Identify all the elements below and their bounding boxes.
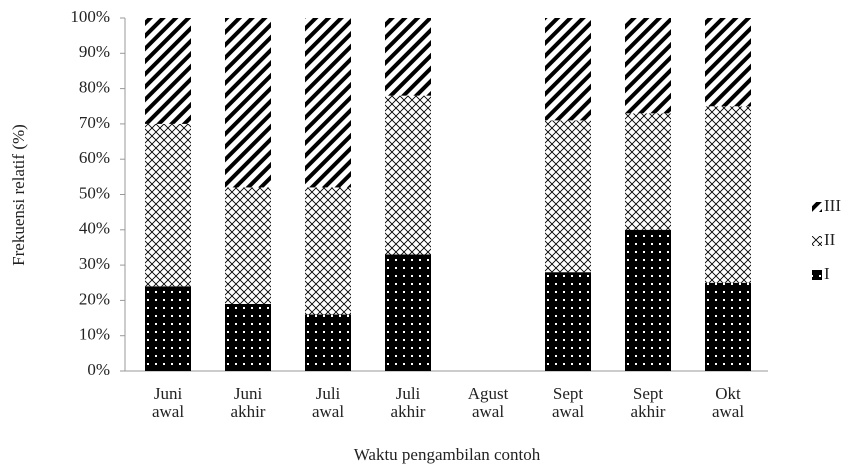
bar-segment (625, 18, 671, 114)
bar-segment (705, 106, 751, 283)
x-tick-label: Juli awal (312, 384, 344, 421)
bar-segment (145, 286, 191, 371)
bar-segment (225, 18, 271, 188)
legend-label: II (824, 230, 836, 249)
y-tick-label: 0% (87, 360, 110, 379)
x-tick-label: Sept akhir (631, 384, 666, 421)
bar-segment (305, 187, 351, 315)
y-tick-label: 80% (79, 78, 110, 97)
x-tick-label: Juni awal (152, 384, 184, 421)
bar-segment (545, 120, 591, 273)
bar-segment (145, 123, 191, 287)
y-axis-title: Frekuensi relatif (%) (9, 124, 28, 266)
x-tick-label: Okt awal (712, 384, 744, 421)
legend-swatch (812, 202, 822, 212)
y-tick-label: 30% (79, 254, 110, 273)
y-tick-label: 100% (70, 7, 110, 26)
legend-label: I (824, 264, 830, 283)
bar-segment (225, 187, 271, 304)
x-tick-label: Sept awal (552, 384, 584, 421)
x-tick-label: Juni akhir (231, 384, 266, 421)
bar-segment (705, 18, 751, 107)
bar-segment (625, 113, 671, 230)
y-tick-label: 70% (79, 113, 110, 132)
y-tick-label: 50% (79, 183, 110, 202)
legend-swatch (812, 270, 822, 280)
x-axis-title: Waktu pengambilan contoh (354, 445, 541, 464)
bar-segment (545, 272, 591, 371)
y-tick-label: 20% (79, 289, 110, 308)
bar-segment (145, 18, 191, 124)
bar-segment (225, 303, 271, 371)
bar-segment (385, 18, 431, 96)
bar-segment (305, 314, 351, 371)
legend-swatch (812, 236, 822, 246)
y-tick-label: 40% (79, 219, 110, 238)
bar-segment (385, 254, 431, 371)
bar-segment (545, 18, 591, 121)
x-tick-label: Agust awal (468, 384, 509, 421)
y-tick-label: 10% (79, 325, 110, 344)
y-tick-label: 90% (79, 42, 110, 61)
bar-segment (305, 18, 351, 188)
bar-segment (385, 95, 431, 255)
x-tick-label: Juli akhir (391, 384, 426, 421)
y-tick-label: 60% (79, 148, 110, 167)
bar-segment (705, 282, 751, 371)
bar-segment (625, 229, 671, 371)
legend-label: III (824, 196, 841, 215)
